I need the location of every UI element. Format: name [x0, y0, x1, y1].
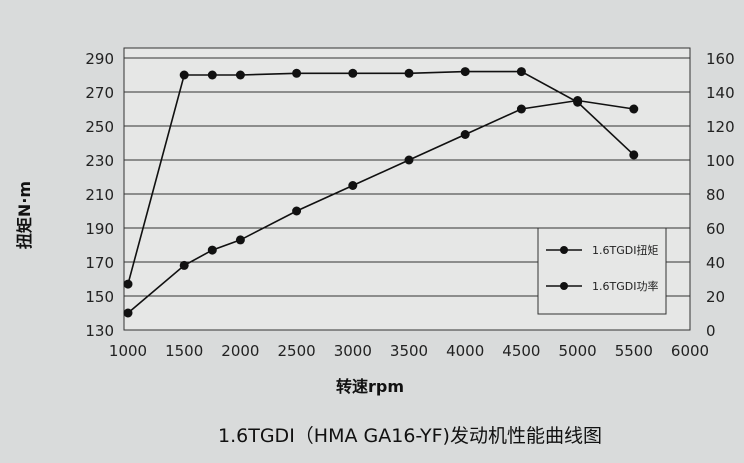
data-point [179, 260, 189, 270]
x-tick-label: 3000 [334, 342, 372, 360]
y2-tick-label: 160 [706, 50, 735, 68]
y-tick-label: 270 [85, 84, 114, 102]
y2-tick-label: 60 [706, 220, 725, 238]
data-point [629, 104, 639, 114]
data-point [235, 235, 245, 245]
y-tick-label: 290 [85, 50, 114, 68]
y2-tick-label: 80 [706, 186, 725, 204]
y-tick-label: 250 [85, 118, 114, 136]
legend: 1.6TGDI扭矩 1.6TGDI功率 [537, 227, 667, 315]
y2-tick-label: 100 [706, 152, 735, 170]
data-point [348, 68, 358, 78]
data-point [348, 181, 358, 190]
x-tick-label: 4500 [502, 342, 540, 360]
y-axis-label: 扭矩N·m [15, 181, 34, 249]
x-tick-label: 4000 [446, 342, 484, 360]
data-point [207, 70, 217, 80]
y2-tick-label: 20 [706, 288, 725, 306]
x-tick-label: 5500 [615, 342, 653, 360]
legend-marker [560, 282, 568, 290]
x-tick-label: 1000 [109, 342, 147, 360]
y2-tick-label: 140 [706, 84, 735, 102]
data-point [235, 70, 245, 80]
legend-marker [560, 246, 568, 254]
y-tick-label: 230 [85, 152, 114, 170]
y2-tick-label: 120 [706, 118, 735, 136]
x-tick-label: 2000 [221, 342, 259, 360]
data-point [460, 130, 470, 139]
data-point [123, 279, 133, 289]
x-tick-label: 3500 [390, 342, 428, 360]
data-point [404, 68, 414, 78]
data-point [292, 206, 302, 216]
x-tick-label: 2500 [278, 342, 316, 360]
x-tick-label: 6000 [671, 342, 709, 360]
data-point [123, 308, 133, 318]
x-tick-label: 1500 [165, 342, 203, 360]
y2-tick-label: 0 [706, 322, 716, 340]
data-point [179, 70, 189, 80]
data-point [573, 96, 583, 105]
data-point [516, 104, 526, 114]
y-tick-label: 150 [85, 288, 114, 306]
x-tick-label: 5000 [559, 342, 597, 360]
chart-title: 1.6TGDI（HMA GA16-YF)发动机性能曲线图 [218, 425, 602, 447]
legend-label: 1.6TGDI功率 [592, 279, 658, 293]
data-point [207, 245, 217, 255]
data-point [404, 155, 414, 165]
y-tick-label: 130 [85, 322, 114, 340]
legend-box [537, 227, 667, 315]
legend-label: 1.6TGDI扭矩 [592, 243, 658, 257]
y-tick-label: 170 [85, 254, 114, 272]
data-point [460, 67, 470, 77]
data-point [292, 68, 302, 78]
data-point [516, 67, 526, 77]
y-tick-label: 190 [85, 220, 114, 238]
y2-tick-label: 40 [706, 254, 725, 272]
data-point [629, 150, 639, 160]
x-axis-label: 转速rpm [336, 377, 404, 396]
y-tick-label: 210 [85, 186, 114, 204]
